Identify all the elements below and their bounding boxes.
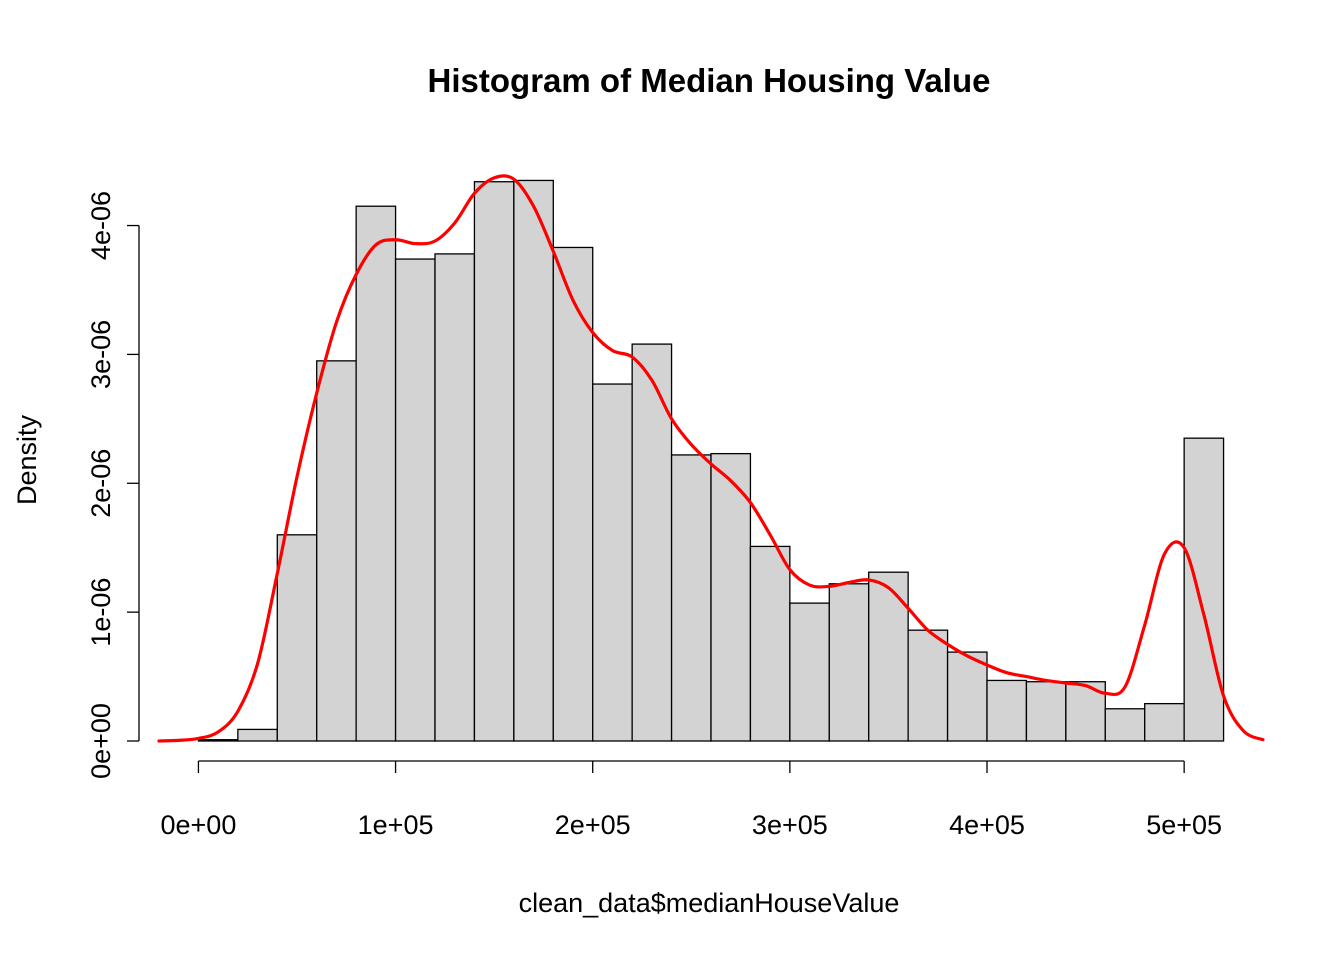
y-tick-label: 0e+00 <box>86 703 116 779</box>
y-axis-label: Density <box>12 414 42 505</box>
chart-title: Histogram of Median Housing Value <box>428 62 991 99</box>
histogram-bar <box>631 343 673 742</box>
x-tick-label: 5e+05 <box>1146 810 1222 840</box>
x-axis: 0e+00 1e+05 2e+05 3e+05 4e+05 5e+05 <box>161 760 1222 840</box>
histogram-bar <box>670 454 712 742</box>
histogram-bar <box>197 739 239 742</box>
density-curve <box>157 174 1265 743</box>
histogram-bar <box>986 679 1028 742</box>
histogram-bar <box>1183 437 1225 742</box>
histogram-bar <box>394 258 436 742</box>
histogram-bar <box>473 181 515 742</box>
x-tick-label: 1e+05 <box>358 810 434 840</box>
density-curve-group <box>157 174 1265 743</box>
y-tick-label: 3e-06 <box>86 320 116 389</box>
y-axis: 0e+00 1e-06 2e-06 3e-06 4e-06 <box>86 191 140 779</box>
histogram-bar <box>1144 702 1185 742</box>
x-tick-label: 2e+05 <box>555 810 631 840</box>
histogram-bar <box>828 583 870 742</box>
histogram-bar <box>355 205 397 742</box>
histogram-bar <box>316 360 357 742</box>
histogram-bar <box>907 629 949 742</box>
histogram-bar <box>592 383 633 742</box>
y-tick-label: 2e-06 <box>86 449 116 518</box>
histogram-bar <box>710 452 752 742</box>
histogram-bar <box>749 545 791 742</box>
histogram-bar <box>237 728 278 742</box>
histogram-bar <box>276 534 318 742</box>
histogram-bar <box>1025 681 1067 742</box>
x-axis-label: clean_data$medianHouseValue <box>519 888 900 918</box>
y-tick-label: 4e-06 <box>86 191 116 260</box>
y-tick-label: 1e-06 <box>86 578 116 647</box>
histogram-bar <box>552 246 594 742</box>
x-tick-label: 3e+05 <box>752 810 828 840</box>
histogram-bar <box>513 179 554 742</box>
histogram-bar <box>1104 708 1146 742</box>
x-tick-label: 0e+00 <box>161 810 237 840</box>
histogram-bars <box>197 179 1225 742</box>
x-tick-label: 4e+05 <box>949 810 1025 840</box>
histogram-bar <box>789 602 830 742</box>
histogram-bar <box>946 651 988 742</box>
histogram-bar <box>434 253 476 742</box>
histogram-bar <box>868 571 909 742</box>
